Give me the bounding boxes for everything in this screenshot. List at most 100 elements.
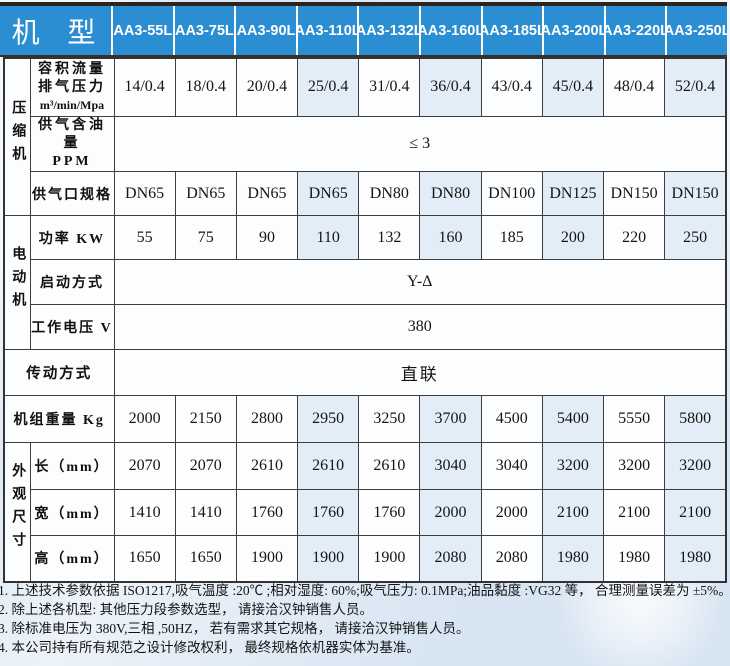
spec-value: 25/0.4: [297, 57, 360, 117]
spec-value: 3200: [664, 442, 727, 491]
spec-value: 20/0.4: [235, 57, 299, 117]
merged-value-start-mode: Y-Δ: [113, 259, 727, 306]
param-label-transmission: 传动方式: [3, 349, 115, 397]
model-column-header: AA3-220L: [603, 6, 665, 55]
spec-value: 185: [480, 215, 543, 261]
row-flow: 压缩机 容积流量 排气压力 m³/min/Mpa 14/0.4 18/0.4 20/…: [3, 57, 727, 217]
model-column-header: AA3-55L: [111, 6, 173, 55]
param-label-start-mode: 启动方式: [29, 259, 115, 306]
spec-value: DN65: [297, 171, 360, 217]
merged-value-transmission: 直联: [113, 349, 727, 397]
spec-value: 1980: [664, 535, 727, 583]
model-column-header: AA3-185L: [480, 6, 542, 55]
group-label-motor: 电动机: [3, 215, 31, 351]
spec-value: 55: [113, 215, 176, 261]
row-voltage: 工作电压 V 380: [4, 304, 727, 351]
spec-value: 90: [235, 215, 299, 261]
spec-value: 43/0.4: [480, 57, 543, 117]
spec-value: 2100: [541, 489, 605, 537]
spec-value: DN65: [235, 171, 299, 217]
spec-value: 1760: [358, 489, 421, 537]
param-label-oil-content: 供气含油量 PPM: [29, 115, 115, 173]
spec-value: 1410: [174, 489, 237, 537]
spec-value: 1410: [113, 489, 176, 537]
model-column-header: AA3-250L: [665, 6, 727, 55]
spec-value: 1980: [541, 535, 605, 583]
group-label-compressor: 压缩机: [3, 57, 31, 217]
param-label-weight: 机组重量 Kg: [3, 395, 115, 444]
merged-value-voltage: 380: [113, 304, 727, 351]
param-label-voltage: 工作电压 V: [29, 304, 115, 351]
row-weight: 机组重量 Kg 2000 2150 2800 2950 3250 3700 4500 5400…: [3, 395, 727, 444]
spec-value: 250: [664, 215, 727, 261]
spec-value: 45/0.4: [541, 57, 605, 117]
spec-value: 2070: [174, 442, 237, 491]
spec-value: 5400: [541, 395, 605, 444]
spec-value: 3040: [480, 442, 543, 491]
spec-value: 1650: [113, 535, 176, 583]
spec-value: 1650: [174, 535, 237, 583]
spec-value: 31/0.4: [358, 57, 421, 117]
param-label-length: 长（mm）: [29, 442, 115, 491]
spec-value: 2950: [297, 395, 360, 444]
spec-value: DN150: [602, 171, 666, 217]
spec-value: 1900: [297, 535, 360, 583]
spec-value: 3250: [358, 395, 421, 444]
model-column-header: AA3-110L: [295, 6, 357, 55]
merged-value-oil-content: ≤ 3: [113, 115, 727, 173]
spec-value: 3040: [419, 442, 482, 491]
spec-value: 1760: [235, 489, 299, 537]
spec-value: 2100: [602, 489, 666, 537]
spec-value: 3200: [602, 442, 666, 491]
note-line: 4. 本公司持有所有规范之设计修改权利， 最终规格依机器实体为基准。: [0, 640, 420, 655]
spec-value: 2610: [297, 442, 360, 491]
model-column-header: AA3-75L: [172, 6, 235, 55]
param-label-outlet: 供气口规格: [29, 171, 115, 217]
model-header-cell: 机 型: [11, 16, 106, 48]
model-column-header: AA3-132L: [357, 6, 419, 55]
param-label-power: 功率 KW: [29, 215, 115, 261]
row-start-mode: 启动方式 Y-Δ: [4, 259, 727, 306]
model-column-header: AA3-160L: [418, 6, 481, 55]
row-length: 外观尺寸 长（mm） 2070 2070 2610 2610 2610 3040 3040 3…: [3, 442, 727, 583]
spec-value: DN150: [664, 171, 727, 217]
spec-value: 2610: [358, 442, 421, 491]
table-header: 机 型 AA3-55L AA3-75L AA3-90L AA3-110L AA3…: [0, 2, 727, 57]
spec-value: 2080: [480, 535, 543, 583]
spec-value: 4500: [480, 395, 543, 444]
group-label-dimensions: 外观尺寸: [3, 442, 31, 583]
spec-value: DN80: [358, 171, 421, 217]
model-column-header: AA3-90L: [234, 6, 296, 55]
spec-value: 36/0.4: [419, 57, 482, 117]
spec-value: 2000: [419, 489, 482, 537]
row-power: 电动机 功率 KW 55 75 90 110 132 160 185 200 220 250: [3, 215, 727, 351]
spec-table: 压缩机 容积流量 排气压力 m³/min/Mpa 14/0.4 18/0.4 20/…: [3, 57, 727, 583]
spec-value: 48/0.4: [602, 57, 666, 117]
spec-value: DN65: [113, 171, 176, 217]
spec-value: 110: [297, 215, 360, 261]
row-width: 宽（mm） 1410 1410 1760 1760 1760 2000 2000 2100 21…: [4, 489, 727, 537]
row-oil-content: 供气含油量 PPM ≤ 3: [4, 115, 727, 173]
row-transmission: 传动方式 直联: [3, 349, 727, 397]
spec-value: 132: [358, 215, 421, 261]
param-label-height: 高（mm）: [29, 535, 115, 583]
spec-value: 2000: [480, 489, 543, 537]
row-outlet: 供气口规格 DN65 DN65 DN65 DN65 DN80 DN80 DN100 DN125…: [4, 171, 727, 217]
note-line: 3. 除标准电压为 380V,三相 ,50HZ， 若有需求其它规格， 请接洽汉钟…: [0, 621, 470, 636]
spec-value: 2080: [419, 535, 482, 583]
spec-value: 3700: [419, 395, 482, 444]
spec-value: 200: [541, 215, 605, 261]
note-line: 2. 除上述各机型: 其他压力段参数选型， 请接洽汉钟销售人员。: [0, 602, 373, 617]
spec-value: 160: [419, 215, 482, 261]
spec-value: 5800: [664, 395, 727, 444]
spec-value: 220: [602, 215, 666, 261]
spec-value: 2070: [113, 442, 176, 491]
param-label-flow: 容积流量 排气压力 m³/min/Mpa: [29, 57, 115, 117]
footnotes: 1. 上述技术参数依据 ISO1217,吸气温度 :20℃ ;相对湿度: 60%…: [0, 581, 730, 657]
spec-value: 2800: [235, 395, 299, 444]
spec-value: 1980: [602, 535, 666, 583]
spec-value: 5550: [602, 395, 666, 444]
spec-value: 18/0.4: [174, 57, 237, 117]
spec-value: 2150: [174, 395, 237, 444]
